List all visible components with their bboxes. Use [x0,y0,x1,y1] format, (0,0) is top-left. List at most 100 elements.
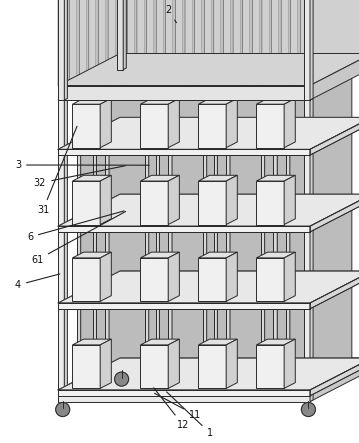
Polygon shape [168,100,172,390]
Text: 21: 21 [0,442,1,443]
Polygon shape [290,68,352,390]
Polygon shape [223,0,285,85]
Polygon shape [279,0,281,85]
Polygon shape [100,175,111,225]
Text: 6: 6 [27,211,124,242]
Polygon shape [117,68,126,70]
Polygon shape [108,0,170,85]
Polygon shape [73,181,100,225]
Polygon shape [270,0,271,85]
Polygon shape [226,68,292,100]
Polygon shape [58,194,359,226]
Polygon shape [286,100,290,390]
Polygon shape [64,0,67,100]
Polygon shape [58,0,60,85]
Polygon shape [132,68,194,390]
Polygon shape [212,0,214,85]
Polygon shape [203,100,207,390]
Polygon shape [140,104,168,148]
Polygon shape [73,258,100,301]
Polygon shape [256,252,295,258]
Polygon shape [304,390,310,402]
Polygon shape [154,98,163,100]
Polygon shape [172,68,234,390]
Polygon shape [190,68,252,390]
Polygon shape [231,0,233,85]
Polygon shape [289,0,291,85]
Polygon shape [284,252,295,301]
Polygon shape [89,0,151,85]
Polygon shape [140,258,168,301]
Polygon shape [261,100,265,390]
Polygon shape [135,0,137,85]
Polygon shape [60,0,122,85]
Polygon shape [199,345,226,389]
Polygon shape [256,345,284,389]
Circle shape [56,403,70,416]
Polygon shape [137,0,199,85]
Polygon shape [100,252,111,301]
Polygon shape [286,68,352,100]
Polygon shape [260,0,262,85]
Polygon shape [308,0,310,85]
Polygon shape [102,98,106,390]
Polygon shape [184,68,252,100]
Text: 12: 12 [154,388,189,430]
Polygon shape [203,68,269,100]
Polygon shape [97,68,158,390]
Polygon shape [81,68,143,390]
Polygon shape [284,175,295,225]
Polygon shape [310,389,313,402]
Text: 1: 1 [167,392,213,438]
Polygon shape [116,0,118,85]
Polygon shape [58,358,126,390]
Polygon shape [310,98,313,390]
Polygon shape [58,303,310,309]
Polygon shape [275,98,280,390]
Polygon shape [154,100,158,390]
Polygon shape [70,0,132,85]
Text: 2: 2 [165,5,177,23]
Polygon shape [58,389,313,390]
Polygon shape [97,100,102,390]
Polygon shape [156,0,218,85]
Polygon shape [168,175,180,225]
Polygon shape [277,68,339,390]
Polygon shape [300,0,359,85]
Polygon shape [97,0,98,85]
Polygon shape [310,117,359,155]
Polygon shape [298,0,300,85]
Polygon shape [218,98,222,390]
Polygon shape [58,85,310,100]
Polygon shape [149,68,211,390]
Polygon shape [140,98,180,104]
Polygon shape [77,68,143,100]
Polygon shape [67,0,70,85]
Polygon shape [58,226,310,232]
Polygon shape [248,68,310,390]
Text: 51: 51 [0,442,1,443]
Polygon shape [310,194,359,232]
Text: 31: 31 [37,126,77,215]
Polygon shape [168,68,234,100]
Polygon shape [58,358,359,390]
Text: 4: 4 [15,274,60,290]
Text: 11: 11 [155,393,201,420]
Polygon shape [77,100,81,390]
Polygon shape [140,175,180,181]
Polygon shape [173,0,176,85]
Polygon shape [256,104,284,148]
Polygon shape [214,68,279,100]
Polygon shape [310,0,359,85]
Text: 3: 3 [15,160,149,170]
Polygon shape [140,181,168,225]
Polygon shape [93,100,97,390]
Polygon shape [214,100,218,390]
Polygon shape [304,98,313,100]
Polygon shape [226,252,237,301]
Polygon shape [58,117,359,149]
Polygon shape [250,0,252,85]
Polygon shape [226,339,237,389]
Polygon shape [73,175,111,181]
Polygon shape [193,0,195,85]
